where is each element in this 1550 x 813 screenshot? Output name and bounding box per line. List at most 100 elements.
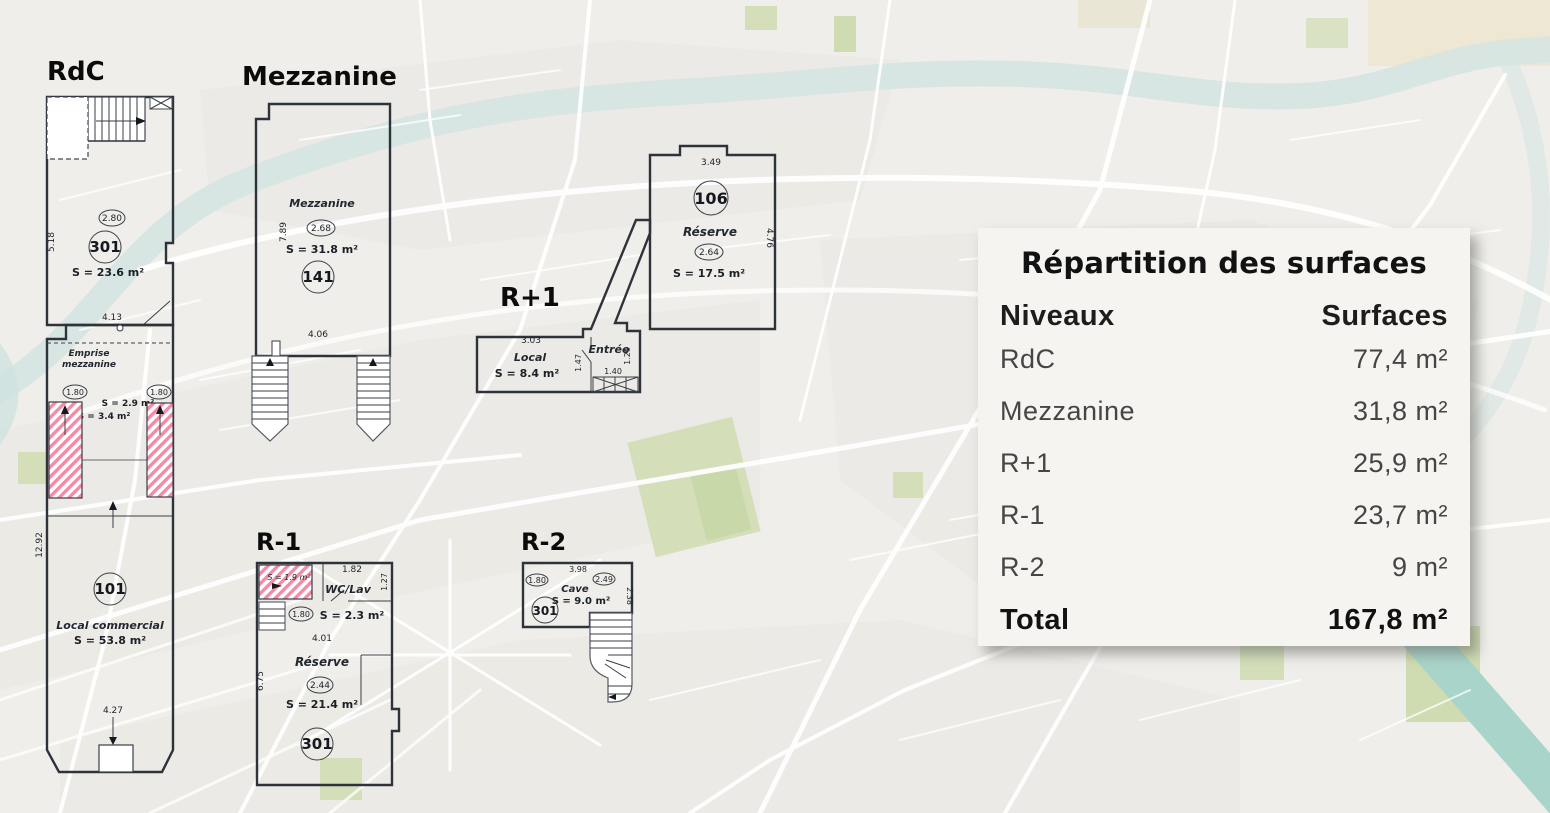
rdc-dim-width: 4.13 (102, 313, 122, 323)
rdc-dim-left: 5.18 (47, 232, 57, 252)
row-surface: 31,8 m² (1352, 395, 1448, 426)
mezzanine-dim-width: 4.06 (308, 330, 328, 340)
rm1-number: 301 (301, 735, 332, 753)
rm2-stair (589, 612, 633, 703)
rm1-reserve-dim-top: 4.01 (312, 634, 332, 644)
r1-internal-walls (581, 337, 592, 392)
rdc-door-left-label: 1.80 (66, 388, 84, 397)
rm2-door-label: 1.80 (528, 576, 546, 585)
rm1-reserve-area: S = 21.4 m² (286, 698, 358, 711)
plan-r-minus-1: R-1 S = 1.9 m² 1.82 WC/Lav 1.27 1.80 S =… (255, 528, 401, 787)
rdc-door-left-oval (62, 384, 88, 400)
rdc-emprise-label-2: mezzanine (62, 360, 116, 370)
row-surface: 77,4 m² (1352, 343, 1448, 374)
r1-entree-name: Entrée (589, 343, 630, 356)
rdc-door-swing (142, 300, 171, 326)
mezzanine-number: 141 (302, 268, 333, 286)
rm1-wc-name: WC/Lav (325, 583, 372, 596)
row-surface: 23,7 m² (1352, 499, 1448, 530)
rm1-dim-left: 6.75 (256, 671, 266, 691)
total-label: Total (1000, 603, 1070, 636)
rm2-stair-arrow (608, 694, 616, 700)
r1-reserve-area: S = 17.5 m² (673, 267, 745, 280)
rm1-number-circle (300, 727, 334, 761)
rm1-closet-walls (360, 654, 392, 705)
table-row: RdC 77,4 m² (1000, 333, 1448, 385)
plan-r-minus-2: R-2 3.98 1.80 2.49 Cave S = 9.0 m² 301 2… (521, 528, 634, 703)
rdc-hatch-arrow-left (61, 405, 69, 414)
r1-reserve-name: Réserve (683, 225, 737, 239)
rdc-area-small-2: S = 3.4 m² (78, 412, 131, 422)
r1-reserve-ceiling-oval (694, 243, 724, 261)
rm2-dim-top: 3.98 (569, 565, 587, 574)
panel-header: Niveaux Surfaces (1000, 300, 1448, 333)
rm1-wc-area: S = 2.3 m² (320, 609, 385, 622)
rdc-open-area (46, 96, 89, 160)
rdc-door-right-oval (146, 384, 172, 400)
row-level: R+1 (1000, 447, 1052, 478)
plan-rdc: RdC 2.80 301 S = 23.6 m² 5.18 4.13 Empri… (35, 57, 175, 774)
rm1-door-label: 1.80 (292, 610, 310, 619)
r1-entree-dim-1: 1.47 (574, 354, 583, 372)
rdc-area-small-1: S = 2.9 m² (102, 399, 155, 409)
table-row: R+1 25,9 m² (1000, 437, 1448, 489)
mezzanine-ceiling: 2.68 (311, 224, 331, 234)
rdc-stair-arrow (136, 117, 146, 125)
r1-reserve-dim-right: 4.76 (764, 228, 774, 248)
r1-local-shape (475, 218, 652, 394)
rm2-dim-right: 2.38 (625, 587, 634, 605)
rdc-dim-left-lower: 12.92 (35, 532, 45, 558)
r1-reserve-number: 106 (694, 189, 727, 208)
rdc-door-arrow (109, 737, 117, 745)
r1-reserve-number-circle (693, 180, 729, 216)
table-row: Mezzanine 31,8 m² (1000, 385, 1448, 437)
rm1-hatch-area: S = 1.9 m² (267, 573, 311, 582)
rdc-room-101-area: S = 53.8 m² (74, 634, 146, 647)
column-surfaces: Surfaces (1321, 300, 1448, 332)
r1-entree-dim-2: 1.20 (623, 347, 632, 365)
row-level: Mezzanine (1000, 395, 1136, 426)
row-level: R-1 (1000, 499, 1046, 530)
rm2-ceiling-oval (592, 572, 616, 586)
rm1-reserve-name: Réserve (295, 655, 349, 669)
plan-r-plus-1: R+1 3.49 106 Réserve 2.64 S = 17.5 m² 4.… (475, 144, 777, 394)
rm2-stair-treads (590, 619, 632, 695)
rm1-hatch (258, 564, 313, 600)
rdc-room-number: 301 (89, 238, 120, 256)
plan-title-rm2: R-2 (521, 528, 566, 556)
mezzanine-number-circle (301, 260, 335, 294)
rm1-wc-walls (322, 563, 392, 602)
panel-title: Répartition des surfaces (1021, 246, 1427, 280)
mezzanine-dim-left: 7.89 (279, 222, 289, 242)
rm1-wc-dim-top: 1.82 (342, 565, 362, 575)
rm2-number: 301 (532, 604, 557, 618)
rm2-door-oval (525, 573, 549, 587)
table-row: R-2 9 m² (1000, 541, 1448, 593)
rdc-section-arrow (109, 501, 117, 510)
plan-title-r1: R+1 (500, 283, 560, 313)
mezzanine-door-slot (271, 340, 281, 357)
rm1-hatch-arrow (272, 583, 282, 589)
mezzanine-name: Mezzanine (289, 197, 355, 210)
plan-title-mezzanine: Mezzanine (242, 62, 397, 92)
rm2-area: S = 9.0 m² (552, 596, 611, 607)
rdc-window-cross (149, 96, 173, 110)
mezzanine-stair-right-arrow (369, 358, 377, 366)
surface-panel: Répartition des surfaces Niveaux Surface… (978, 228, 1470, 646)
column-levels: Niveaux (1000, 300, 1115, 332)
table-row: R-1 23,7 m² (1000, 489, 1448, 541)
rdc-room-101-circle (93, 572, 127, 606)
rm1-shape (255, 561, 401, 787)
r1-reserve-shape (648, 144, 777, 331)
rdc-door-right-label: 1.80 (150, 388, 168, 397)
rdc-ceiling-oval (98, 209, 126, 227)
r1-stair-void-cross (592, 376, 639, 393)
rdc-ceiling-label: 2.80 (102, 214, 122, 224)
r1-local-name: Local (514, 351, 547, 364)
plan-title-rm1: R-1 (256, 528, 301, 556)
mezzanine-area: S = 31.8 m² (286, 243, 358, 256)
row-surface: 9 m² (1392, 551, 1448, 582)
rm1-wc-dim-right: 1.27 (380, 573, 389, 591)
rdc-door-marker (116, 324, 124, 332)
